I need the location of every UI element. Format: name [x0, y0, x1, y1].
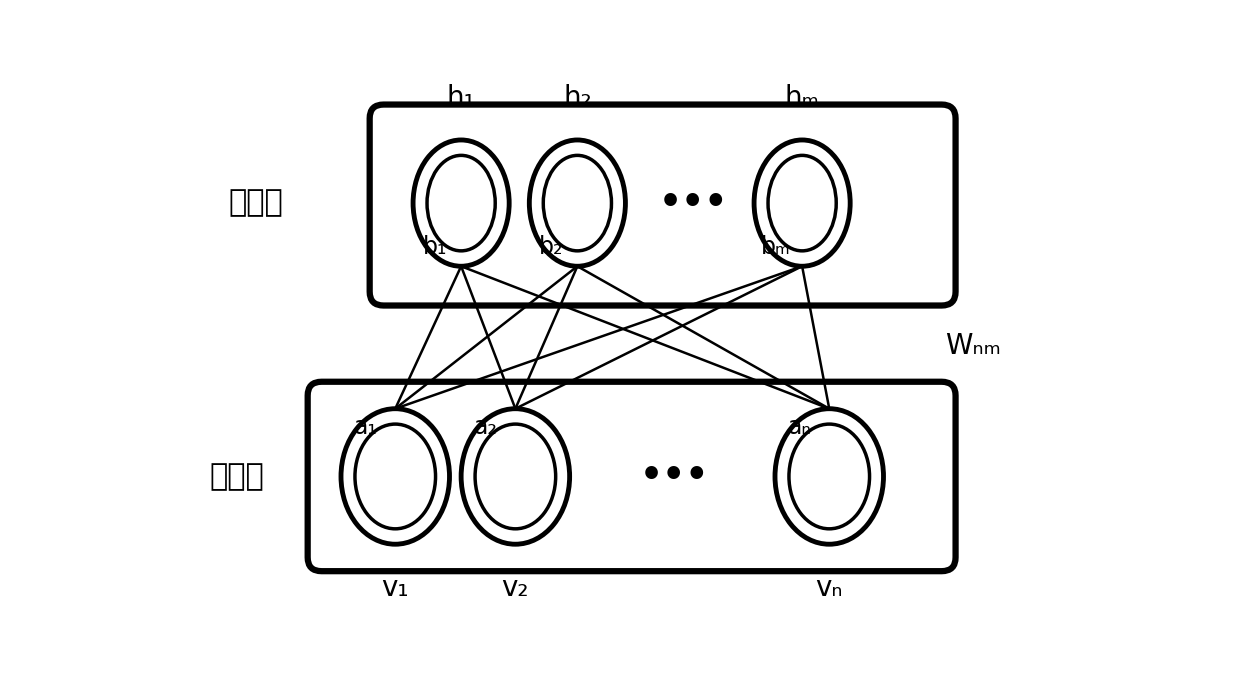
Ellipse shape [461, 409, 569, 544]
Text: •••: ••• [640, 459, 709, 493]
Text: •••: ••• [658, 186, 728, 220]
Text: aₙ: aₙ [787, 415, 811, 439]
FancyBboxPatch shape [308, 382, 956, 571]
Ellipse shape [529, 140, 625, 266]
Ellipse shape [775, 409, 883, 544]
Text: vₙ: vₙ [816, 574, 843, 602]
Ellipse shape [341, 409, 449, 544]
Text: bₘ: bₘ [761, 235, 791, 259]
Text: hₘ: hₘ [785, 84, 820, 112]
Text: h₁: h₁ [446, 84, 475, 112]
Ellipse shape [413, 140, 510, 266]
Text: Wₙₘ: Wₙₘ [945, 332, 1002, 359]
Text: a₂: a₂ [474, 415, 497, 439]
Ellipse shape [789, 424, 869, 529]
Text: v₁: v₁ [382, 574, 409, 602]
Text: v₂: v₂ [502, 574, 529, 602]
Ellipse shape [355, 424, 435, 529]
Text: a₁: a₁ [353, 415, 377, 439]
Text: b₁: b₁ [423, 235, 446, 259]
Ellipse shape [427, 156, 495, 251]
Ellipse shape [754, 140, 851, 266]
Text: 可见层: 可见层 [210, 462, 264, 491]
Ellipse shape [475, 424, 556, 529]
Text: 隐含层: 隐含层 [228, 188, 283, 218]
Ellipse shape [543, 156, 611, 251]
Ellipse shape [768, 156, 836, 251]
Text: h₂: h₂ [563, 84, 591, 112]
Text: b₂: b₂ [538, 235, 563, 259]
FancyBboxPatch shape [370, 105, 956, 306]
